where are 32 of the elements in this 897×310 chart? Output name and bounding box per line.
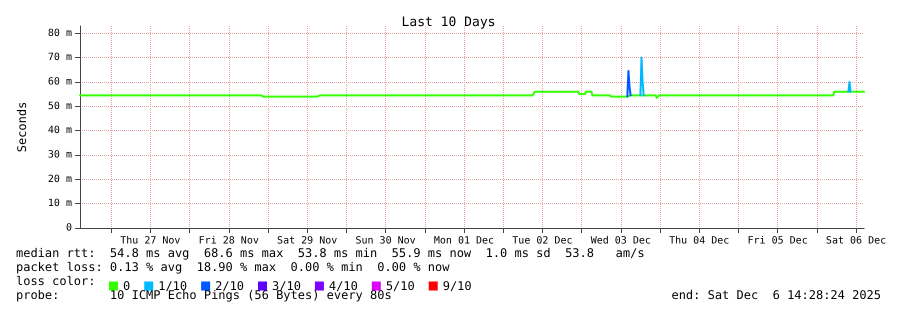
- legend-label: 0: [123, 279, 130, 293]
- line-series: [79, 90, 866, 99]
- x-tick-label: Thu 04 Dec: [669, 236, 730, 246]
- y-axis-title: Seconds: [15, 102, 29, 152]
- x-tick-label: Wed 03 Dec: [590, 236, 651, 246]
- line-series: [626, 70, 632, 98]
- x-tick-label: Fri 28 Nov: [198, 236, 259, 246]
- y-tick-label: 80 m: [48, 28, 72, 39]
- x-tick-label: Sat 06 Dec: [826, 236, 886, 246]
- x-tick-label: Thu 27 Nov: [120, 236, 180, 246]
- legend-title: loss color:: [16, 274, 96, 288]
- legend-label: 4/10: [328, 279, 358, 293]
- x-tick-label: Tue 02 Dec: [512, 236, 573, 246]
- y-tick-label: 50 m: [48, 100, 72, 112]
- x-tick-label: Fri 05 Dec: [748, 236, 808, 246]
- y-tick-label: 30 m: [48, 149, 72, 160]
- x-tick-label: Sat 29 Nov: [277, 236, 338, 246]
- x-tick-label: Mon 01 Dec: [434, 236, 494, 246]
- text: end: Sat Dec 6 14:28:24 2025: [671, 288, 881, 302]
- legend-label: 9/10: [442, 279, 472, 293]
- y-tick-label: 20 m: [48, 174, 72, 185]
- y-tick-label: 70 m: [48, 52, 72, 64]
- y-tick-label: 0: [66, 222, 72, 234]
- text: packet loss: 0.13 % avg 18.90 % max 0.00 % min 0.00 % now: [16, 260, 450, 274]
- chart-title: Last 10 Days: [402, 15, 496, 30]
- text: median rtt: 54.8 ms avg 68.6 ms max 53.8 ms min 55.9 ms now 1.0 ms sd 53.8 am/s: [16, 246, 645, 260]
- y-tick-label: 40 m: [48, 125, 72, 136]
- legend-label: 3/10: [272, 279, 301, 293]
- y-tick-label: 10 m: [48, 198, 72, 210]
- y-tick-label: 60 m: [48, 76, 72, 88]
- x-tick-label: Sun 30 Nov: [355, 236, 416, 246]
- legend-label: 5/10: [386, 279, 415, 293]
